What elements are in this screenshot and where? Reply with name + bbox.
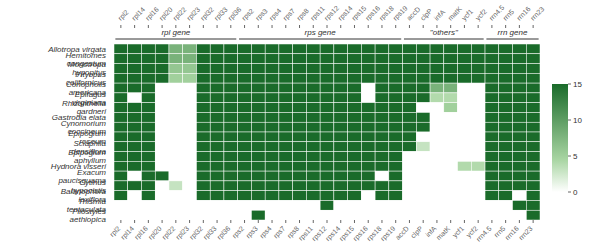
svg-text:rpl16: rpl16 — [144, 6, 161, 23]
svg-text:ycf1: ycf1 — [451, 225, 466, 240]
svg-text:15: 15 — [573, 80, 582, 89]
svg-text:rpl2: rpl2 — [117, 8, 131, 22]
svg-text:clpP: clpP — [409, 225, 425, 241]
svg-text:rps4: rps4 — [268, 7, 283, 22]
svg-text:rpl33: rpl33 — [202, 225, 219, 242]
svg-text:rpl32: rpl32 — [188, 225, 205, 242]
svg-text:rps4: rps4 — [258, 225, 273, 240]
svg-text:rpl36: rpl36 — [227, 6, 244, 23]
svg-text:rps2: rps2 — [231, 225, 246, 240]
svg-text:accD: accD — [394, 225, 410, 241]
svg-text:rps3: rps3 — [254, 7, 269, 22]
svg-text:rrn23: rrn23 — [529, 5, 546, 22]
svg-text:rpl23: rpl23 — [185, 6, 202, 23]
svg-text:rrn gene: rrn gene — [498, 28, 528, 37]
svg-text:Pilostylesaethiopica: Pilostylesaethiopica — [70, 207, 107, 224]
svg-text:rrn5: rrn5 — [501, 8, 515, 22]
svg-text:rrn23: rrn23 — [517, 225, 534, 242]
svg-text:infA: infA — [433, 8, 447, 22]
svg-text:rps7: rps7 — [272, 225, 287, 240]
svg-text:rpl22: rpl22 — [161, 225, 178, 242]
svg-text:clpP: clpP — [419, 7, 435, 23]
svg-text:rpl22: rpl22 — [172, 6, 189, 23]
svg-text:10: 10 — [573, 116, 582, 125]
svg-text:rps7: rps7 — [282, 7, 297, 22]
svg-text:ycf2: ycf2 — [474, 8, 489, 23]
svg-text:rps8: rps8 — [295, 7, 310, 22]
svg-text:rpl33: rpl33 — [213, 6, 230, 23]
svg-text:rpl16: rpl16 — [133, 225, 150, 242]
svg-text:rps2: rps2 — [240, 7, 255, 22]
svg-text:rps11: rps11 — [309, 5, 327, 23]
svg-text:0: 0 — [573, 188, 578, 197]
svg-text:rps gene: rps gene — [305, 28, 337, 37]
svg-text:rpl14: rpl14 — [130, 6, 147, 23]
svg-text:rpl32: rpl32 — [199, 6, 216, 23]
svg-text:rps3: rps3 — [244, 225, 259, 240]
svg-text:rpl23: rpl23 — [174, 225, 191, 242]
svg-text:matK: matK — [435, 225, 452, 242]
svg-text:ycf1: ycf1 — [460, 8, 475, 23]
svg-text:rpl36: rpl36 — [216, 225, 233, 242]
svg-text:5: 5 — [573, 152, 578, 161]
svg-text:rpl gene: rpl gene — [161, 28, 190, 37]
svg-text:accD: accD — [405, 5, 421, 21]
svg-text:rrn16: rrn16 — [515, 5, 532, 22]
svg-text:rpl20: rpl20 — [158, 6, 175, 23]
svg-text:rpl14: rpl14 — [119, 225, 136, 242]
svg-text:matK: matK — [446, 5, 463, 22]
svg-text:rrn16: rrn16 — [504, 225, 521, 242]
svg-text:rpl20: rpl20 — [147, 225, 164, 242]
svg-text:rrn4.5: rrn4.5 — [475, 225, 493, 243]
svg-text:rps19: rps19 — [379, 225, 397, 243]
svg-text:"others": "others" — [430, 28, 459, 37]
